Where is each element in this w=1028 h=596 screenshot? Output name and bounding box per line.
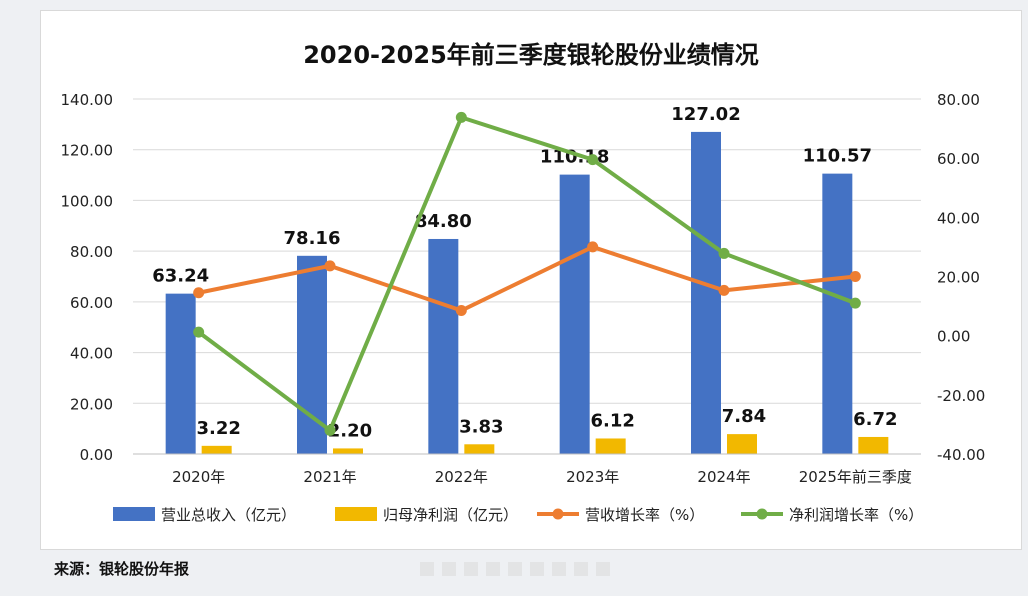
profit-growth-line [197,115,857,433]
profit-bar [464,444,495,454]
x-tick-label: 2022年 [435,468,488,486]
revenue-growth-point [849,271,861,282]
y-right-tick-label: 20.00 [937,269,980,287]
y-right-tick-label: 60.00 [937,150,980,168]
profit-bar [201,445,232,454]
revenue-growth-point [718,284,730,296]
y-right-tick-label: 0.00 [937,328,970,346]
revenue-growth-point [193,287,205,299]
legend-marker [756,508,768,520]
y-left-tick-label: 140.00 [61,91,114,109]
legend-label: 营收增长率（%） [585,506,704,524]
profit-growth-point [718,247,730,259]
x-tick-label: 2020年 [172,468,225,486]
profit-bar [727,434,757,454]
y-right-tick-label: 80.00 [937,91,980,109]
source-note: 来源：银轮股份年报 [54,560,190,578]
profit-data-label: 6.72 [853,409,897,430]
profit-data-label: 7.84 [722,406,766,427]
revenue-growth-point [455,305,467,317]
profit-growth-point [324,424,336,436]
revenue-data-label: 127.02 [671,104,740,125]
legend-label: 归母净利润（亿元） [383,506,518,524]
watermark [420,562,610,576]
y-left-tick-label: 100.00 [61,192,114,210]
revenue-data-label: 63.24 [152,266,209,287]
profit-data-label: 2.20 [328,420,372,441]
x-tick-label: 2021年 [303,468,356,486]
revenue-bar [691,131,721,454]
profit-growth-point [849,297,861,309]
revenue-bar [297,255,327,454]
profit-data-label: 3.83 [459,416,503,437]
y-right-tick-label: 40.00 [937,209,980,227]
y-left-tick-label: 20.00 [70,395,113,413]
profit-bar [333,448,363,454]
y-left-tick-label: 60.00 [70,294,113,312]
revenue-data-label: 78.16 [284,228,341,249]
revenue-bar [822,173,853,454]
y-left-tick-label: 0.00 [80,446,113,464]
revenue-data-label: 110.57 [803,146,872,167]
chart-card: 2020-2025年前三季度银轮股份业绩情况 0.00 20.00 40.00 60.0… [40,10,1022,550]
profit-growth-point [587,154,599,166]
legend-label: 净利润增长率（%） [789,506,923,524]
legend-swatch [113,507,155,521]
x-tick-label: 2025年前三季度 [799,468,912,486]
profit-data-label: 3.22 [196,418,240,439]
x-tick-label: 2024年 [697,468,750,486]
revenue-bar [428,238,459,454]
revenue-data-label: 84.80 [415,211,472,232]
legend-label: 营业总收入（亿元） [161,506,296,524]
y-left-tick-label: 40.00 [70,345,113,363]
revenue-growth-line [198,244,856,313]
revenue-growth-point [324,260,336,272]
legend-marker [552,508,564,520]
profit-growth-point [193,326,205,338]
chart-title: 2020-2025年前三季度银轮股份业绩情况 [303,41,759,69]
revenue-bar [165,293,196,454]
profit-bar [595,438,626,454]
y-right-tick-label: -40.00 [937,446,985,464]
x-tick-label: 2023年 [566,468,619,486]
y-left-tick-label: 120.00 [61,142,114,160]
legend-swatch [335,507,377,521]
revenue-bar [559,174,590,455]
revenue-growth-point [587,241,599,253]
y-left-tick-label: 80.00 [70,243,113,261]
profit-growth-point [455,111,467,123]
profit-data-label: 6.12 [590,410,634,431]
combo-chart: 2020-2025年前三季度银轮股份业绩情况 0.00 20.00 40.00 60.0… [61,41,986,524]
profit-bar [858,436,889,454]
y-right-tick-label: -20.00 [937,387,985,405]
